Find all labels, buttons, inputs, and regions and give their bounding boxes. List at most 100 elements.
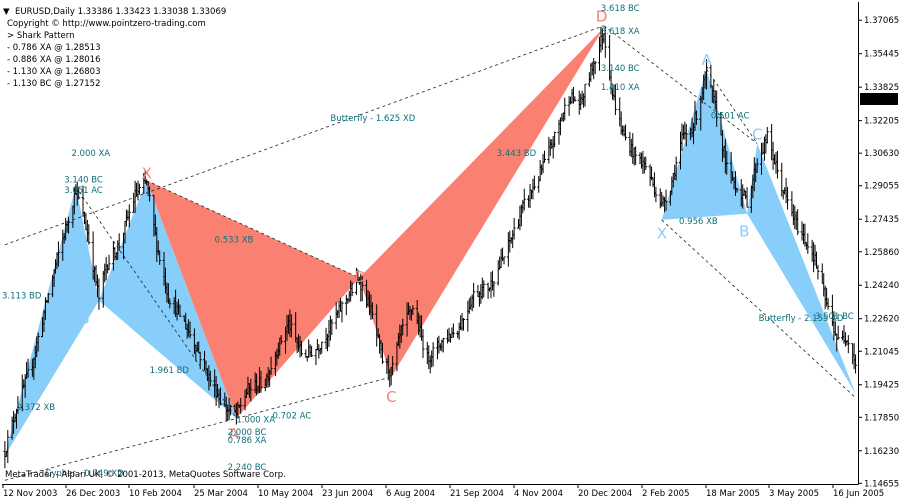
ohlc-bar xyxy=(269,356,273,376)
x-axis-ticks[interactable]: 12 Nov 2003 26 Dec 2003 10 Feb 2004 25 Mar … xyxy=(2,484,884,499)
ohlc-bar xyxy=(613,84,617,116)
ohlc-bar xyxy=(796,209,800,235)
ohlc-bar xyxy=(583,83,587,107)
ohlc-bar xyxy=(36,332,40,352)
y-axis-tick-label: 1.14655 xyxy=(864,479,899,489)
ohlc-bar xyxy=(816,264,820,280)
ohlc-bar xyxy=(745,187,749,208)
pattern-level-line: - 1.130 BC @ 1.27152 xyxy=(7,79,100,89)
ohlc-bar xyxy=(137,183,141,195)
pattern-dashed-line xyxy=(75,186,237,419)
ohlc-bar xyxy=(755,158,759,173)
pattern-ratio-annotation: 2.000 XA xyxy=(71,149,110,159)
pattern-ratio-annotation: 3.501 BC xyxy=(815,312,854,322)
chart-header: ▼ EURUSD,Daily 1.33386 1.33423 1.33038 1… xyxy=(3,7,226,89)
pattern-ratio-annotation: Butterfly - 1.625 XD xyxy=(330,114,415,124)
current-price-badge-bg xyxy=(860,93,898,105)
x-axis-tick-label: 21 Sep 2004 xyxy=(450,489,504,499)
y-axis-tick-label: 1.30630 xyxy=(864,149,899,159)
chart-header-caret: ▼ xyxy=(3,7,10,17)
pattern-triangle xyxy=(661,69,748,220)
pattern-point-label: A xyxy=(702,51,713,69)
pattern-point-label: B xyxy=(739,222,749,240)
current-price-badge: 1.33069 xyxy=(860,93,898,106)
pattern-point-label: D xyxy=(596,8,608,26)
ohlc-bar xyxy=(26,358,30,378)
ohlc-bar xyxy=(573,96,577,102)
pattern-ratio-annotation: 3.140 BC xyxy=(601,64,640,74)
ohlc-bar xyxy=(694,110,698,125)
y-axis-ticks[interactable]: 1.37065 1.35445 1.33825 1.32205 1.30630 1.290… xyxy=(858,16,899,489)
pattern-point-label: X xyxy=(657,225,667,243)
pattern-triangle xyxy=(146,180,360,419)
ohlc-bar xyxy=(107,254,111,271)
ohlc-bar xyxy=(451,323,455,338)
ohlc-bar xyxy=(259,370,263,393)
ohlc-bar xyxy=(644,156,648,170)
pattern-ratio-annotation: 2.240 BC xyxy=(228,463,267,473)
x-axis-tick-label: 10 Feb 2004 xyxy=(129,489,182,499)
ohlc-bar xyxy=(330,319,334,336)
x-axis-tick-label: 26 Dec 2003 xyxy=(66,489,120,499)
x-axis-tick-label: 18 Mar 2005 xyxy=(706,489,760,499)
y-axis-tick-label: 1.21045 xyxy=(864,347,899,357)
ohlc-bar xyxy=(532,175,536,191)
ohlc-bar xyxy=(320,341,324,354)
pattern-dashed-line xyxy=(661,219,856,398)
pattern-dashed-line xyxy=(4,376,392,481)
pattern-triangle xyxy=(359,27,604,378)
ohlc-bar xyxy=(654,186,658,203)
ohlc-bar xyxy=(340,301,344,323)
current-price-label: 1.33069 xyxy=(862,96,897,106)
ohlc-bar xyxy=(563,97,567,121)
pattern-point-label: D xyxy=(354,268,366,286)
ohlc-bar xyxy=(472,282,476,308)
platform-footer: MetaTrader - Alpari UK, © 2001-2013, Met… xyxy=(5,470,286,480)
y-axis-tick-label: 1.24240 xyxy=(864,281,899,291)
pattern-ratio-annotation: Butterfly - 2.155 XD xyxy=(759,314,844,324)
pattern-point-label: C xyxy=(752,125,762,143)
pattern-level-line: - 0.886 XA @ 1.28016 xyxy=(7,55,101,65)
ohlc-bar xyxy=(836,325,840,340)
pattern-point-label: B xyxy=(79,309,89,327)
y-axis-tick-label: 1.37065 xyxy=(864,16,899,26)
ohlc-bar xyxy=(97,278,101,310)
ohlc-bar xyxy=(6,429,10,464)
y-axis-tick-label: 1.16230 xyxy=(864,447,899,457)
ohlc-bar xyxy=(553,131,557,148)
x-axis-tick-label: 6 Aug 2004 xyxy=(386,489,435,499)
pattern-ratio-annotation: 0.501 AC xyxy=(711,112,750,122)
pattern-ratio-annotation: Cypher - 0.749 XD xyxy=(45,469,124,479)
ohlc-bar xyxy=(218,387,222,406)
harmonic-patterns xyxy=(4,27,856,456)
x-axis-tick-label: 10 May 2004 xyxy=(258,489,313,499)
ohlc-bar xyxy=(380,342,384,364)
y-axis-tick-label: 1.33825 xyxy=(864,83,899,93)
pattern-dashed-line xyxy=(603,25,758,144)
ohlc-bar xyxy=(310,345,314,358)
x-axis-tick-label: 2 Feb 2005 xyxy=(642,489,690,499)
ohlc-bar xyxy=(16,396,20,414)
x-axis-tick-label: 25 Mar 2004 xyxy=(194,489,248,499)
ohlc-bar xyxy=(806,233,810,254)
pattern-ratio-annotation: 0.372 XB xyxy=(16,403,55,413)
x-axis-tick-label: 16 Jun 2005 xyxy=(833,489,884,499)
ohlc-bar xyxy=(401,318,405,336)
ohlc-bar xyxy=(492,280,496,297)
pattern-dashed-lines xyxy=(4,25,856,481)
pattern-dashed-line xyxy=(146,180,360,279)
pattern-ratio-annotation: 0.702 AC xyxy=(273,411,312,421)
y-axis-tick-label: 1.32205 xyxy=(864,117,899,127)
ohlc-bar xyxy=(87,224,91,245)
ohlc-bar xyxy=(786,186,790,210)
ohlc-bar xyxy=(634,146,638,165)
x-axis-tick-label: 3 May 2005 xyxy=(769,489,819,499)
ohlc-bar xyxy=(148,186,152,202)
pattern-ratio-annotation: 1.961 BD xyxy=(150,366,190,376)
ohlc-bar xyxy=(674,156,678,181)
ohlc-bar xyxy=(360,276,364,302)
y-axis-tick-label: 1.22620 xyxy=(864,315,899,325)
pattern-ratio-annotation: 3.113 BD xyxy=(2,291,42,301)
ohlc-bar xyxy=(188,321,192,339)
